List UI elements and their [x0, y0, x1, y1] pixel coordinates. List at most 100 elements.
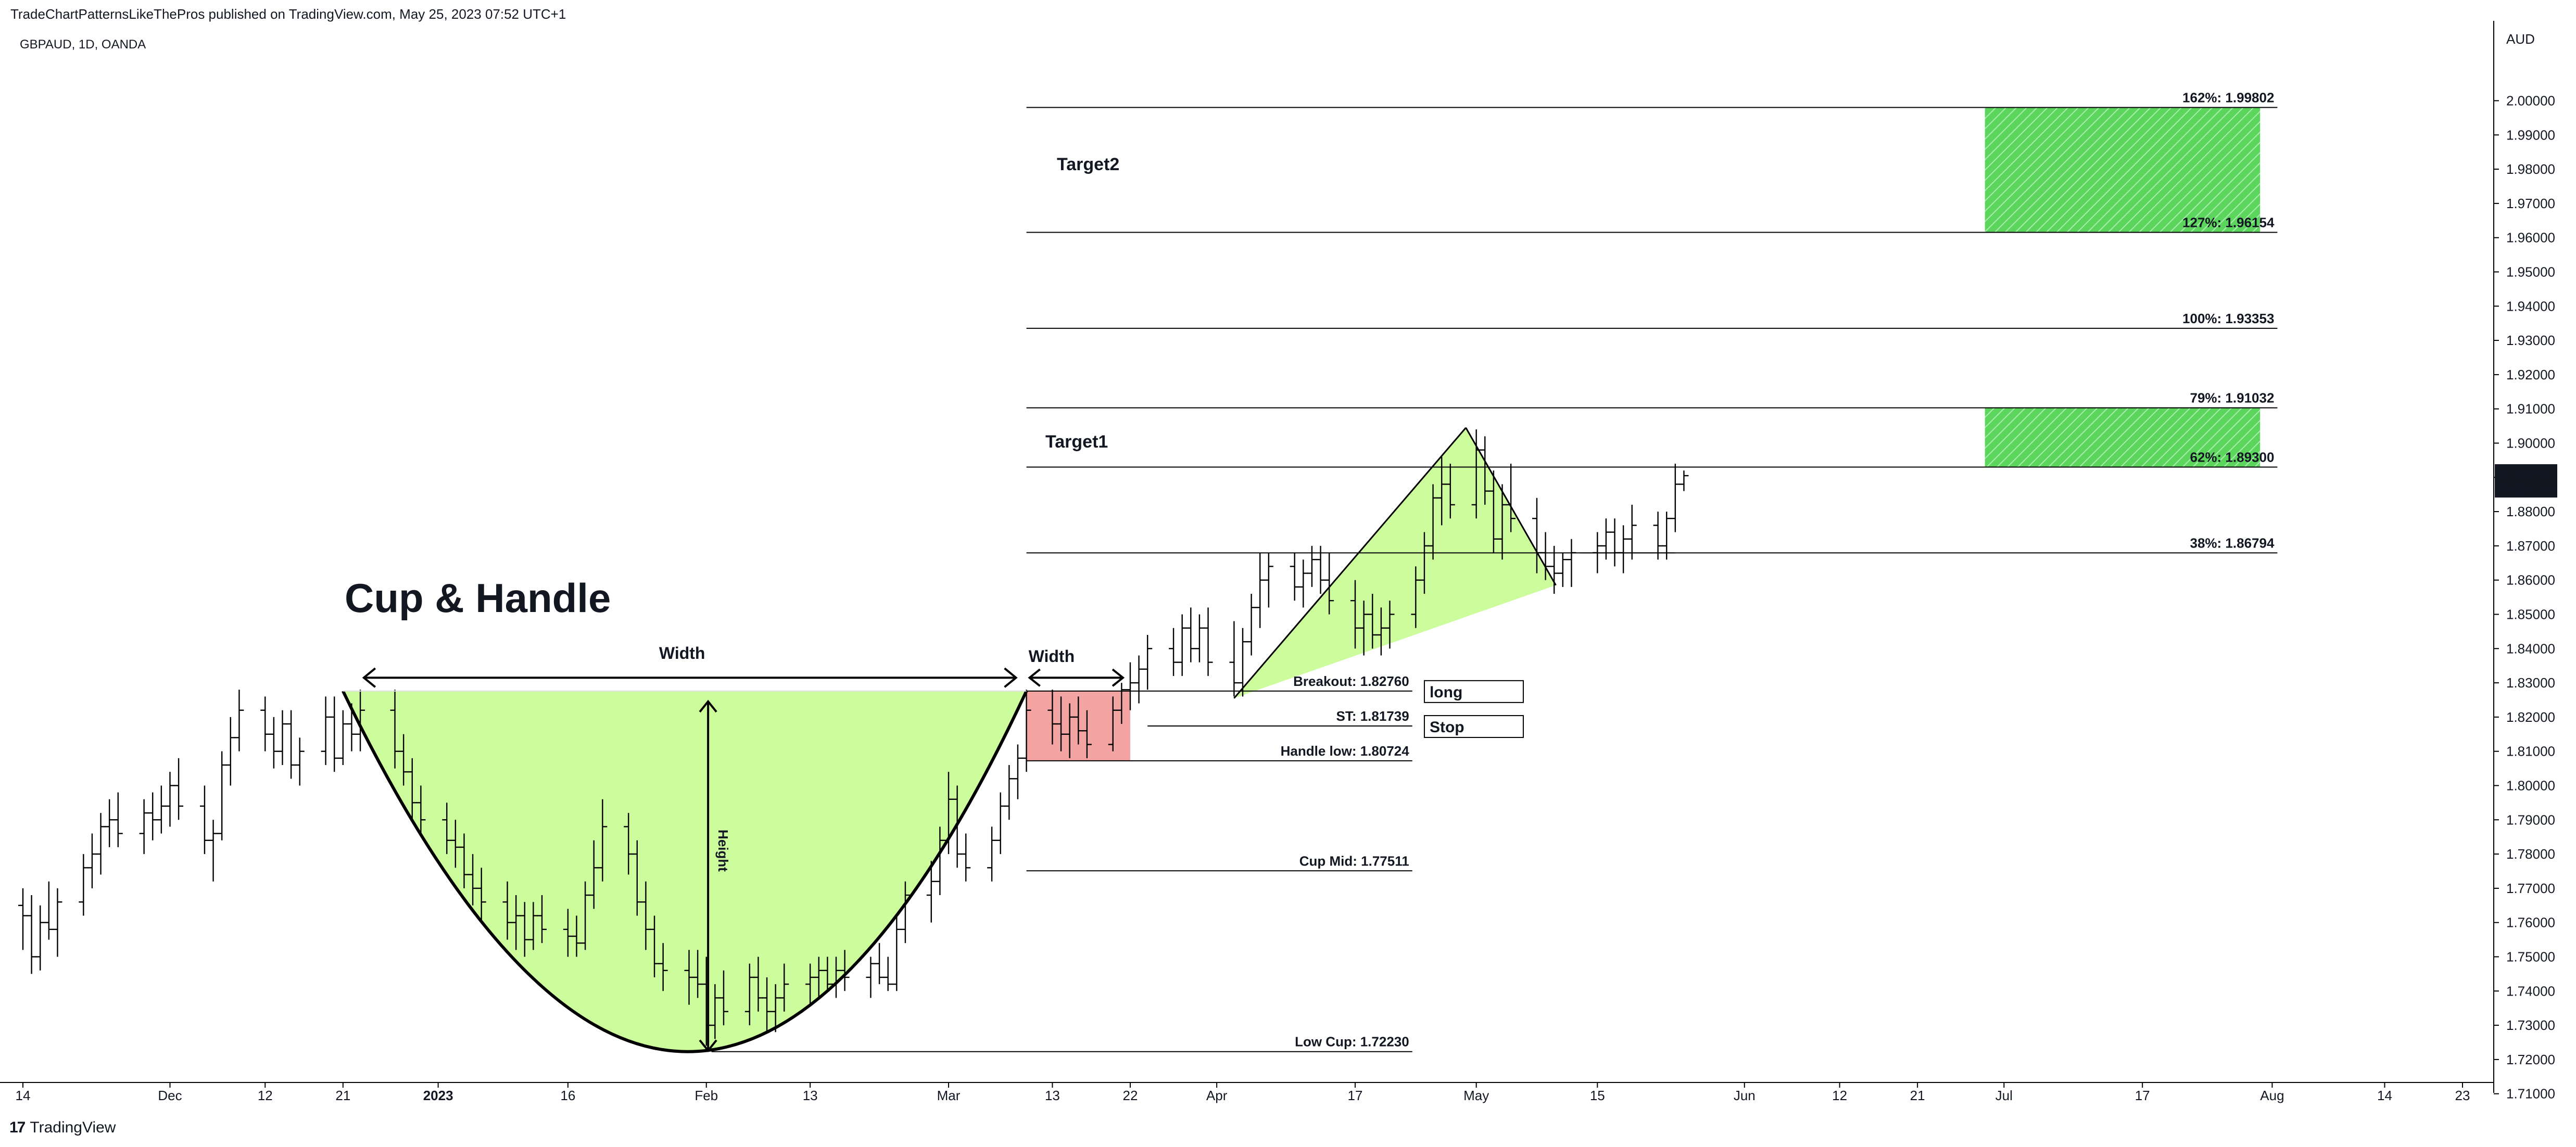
level-label: Low Cup: 1.72230: [1295, 1034, 1409, 1050]
ohlc-bar: [1445, 463, 1455, 519]
ohlc-bar: [1567, 539, 1576, 587]
ohlc-bar: [840, 950, 850, 991]
ohlc-bar: [1246, 594, 1256, 656]
ohlc-bar: [1601, 518, 1611, 560]
time-tick-label: Feb: [694, 1088, 718, 1103]
ohlc-bar: [225, 717, 235, 786]
ohlc-bar: [995, 792, 1005, 855]
ohlc-bar: [1549, 545, 1559, 594]
price-tick-label: 1.98000: [2506, 161, 2555, 177]
ohlc-bar: [330, 696, 339, 772]
symbol-legend: GBPAUD, 1D, OANDA: [20, 37, 146, 52]
time-tick-label: 2023: [423, 1088, 453, 1103]
price-tick-label: 2.00000: [2506, 93, 2555, 108]
ohlc-bar: [987, 826, 997, 882]
level-label: 38%: 1.86794: [2190, 535, 2275, 551]
time-tick-label: 22: [1123, 1088, 1138, 1103]
ohlc-bar: [520, 902, 529, 957]
ohlc-bar: [624, 813, 634, 875]
ohlc-bar: [356, 690, 365, 751]
ohlc-bar: [18, 888, 28, 950]
price-axis[interactable]: AUD 2.00000 1.99000 1.98000 1.97000 1.96000 1.…: [2493, 21, 2557, 1102]
price-tick-label: 1.85000: [2506, 606, 2555, 622]
ohlc-bar: [199, 785, 209, 855]
ohlc-bar: [459, 833, 469, 888]
price-tick-label: 1.92000: [2506, 367, 2555, 383]
target2-label: Target2: [1057, 155, 1119, 174]
stop-label: Stop: [1430, 719, 1464, 736]
time-axis[interactable]: 14 Dec 12 21 2023 16 Feb 13 Mar 13 22 Apr 17 May 15 Jun…: [0, 1082, 2494, 1103]
time-tick-label: Dec: [158, 1088, 182, 1103]
ohlc-bar: [710, 984, 720, 1039]
annotations: Cup & Handle Width Width Height Target2 Targe…: [345, 155, 1524, 1052]
level-label: Breakout: 1.82760: [1293, 673, 1409, 689]
ohlc-bar: [1653, 512, 1663, 560]
ohlc-bar: [1134, 655, 1144, 704]
price-tick-label: 1.80000: [2506, 778, 2555, 793]
ohlc-bar: [156, 785, 166, 834]
ohlc-bar: [338, 710, 348, 765]
cup-fill: [343, 691, 1027, 1052]
ohlc-bar: [1385, 601, 1395, 649]
price-tick-label: 1.73000: [2506, 1017, 2555, 1033]
tradingview-logo[interactable]: 17 TradingView: [9, 1119, 116, 1137]
ohlc-bar: [1376, 607, 1386, 656]
time-tick-label: 16: [560, 1088, 575, 1103]
ohlc-bar: [1488, 470, 1498, 553]
ohlc-bar: [580, 881, 590, 950]
ohlc-bar: [1610, 518, 1620, 567]
price-tick-label: 1.76000: [2506, 915, 2555, 931]
ohlc-bar: [883, 957, 893, 991]
target2-box: [1985, 107, 2261, 233]
stop-box: [1423, 715, 1524, 738]
ohlc-bar: [1662, 512, 1672, 560]
ohlc-bar: [823, 957, 832, 991]
time-tick-label: 15: [1590, 1088, 1605, 1103]
ohlc-bar: [1229, 621, 1239, 697]
bar-countdown: 14:07:24: [2500, 481, 2553, 496]
time-tick-label: Jul: [1996, 1088, 2013, 1103]
price-tick-label: 1.77000: [2506, 881, 2555, 896]
price-tick-label: 1.95000: [2506, 264, 2555, 279]
ohlc-bar: [1619, 525, 1628, 574]
price-tick-label: 1.88000: [2506, 504, 2555, 519]
ohlc-bar: [105, 799, 115, 847]
price-tick-label: 1.87000: [2506, 538, 2555, 554]
ohlc-bar: [926, 861, 936, 923]
ohlc-bars: [18, 429, 1689, 1046]
price-tick-label: 1.94000: [2506, 298, 2555, 314]
ohlc-bar: [165, 772, 175, 827]
price-tick-label: 1.99000: [2506, 127, 2555, 143]
price-tick-label: 1.81000: [2506, 744, 2555, 759]
ohlc-bar: [753, 957, 763, 1012]
ohlc-bar: [1013, 744, 1022, 799]
price-tick-label: 1.91000: [2506, 401, 2555, 417]
time-tick-label: 21: [335, 1088, 350, 1103]
ohlc-bar: [1428, 484, 1438, 560]
ohlc-bar: [390, 690, 400, 769]
ohlc-bar: [875, 943, 885, 985]
ohlc-bar: [1082, 710, 1092, 758]
published-by-text: TradeChartPatternsLikeThePros published …: [10, 6, 566, 22]
price-tick-label: 1.82000: [2506, 709, 2555, 725]
long-label: long: [1430, 684, 1462, 701]
time-tick-label: Mar: [937, 1088, 961, 1103]
handle-width-left-head: [1028, 668, 1041, 687]
tradingview-mark-icon: 17: [9, 1119, 26, 1136]
ohlc-bar: [1125, 662, 1135, 710]
wedge-upper-line: [1233, 427, 1467, 699]
height-arrow-bottom-head: [699, 1039, 717, 1052]
ohlc-bar: [632, 840, 642, 916]
ohlc-bar: [1203, 607, 1213, 676]
ohlc-bar: [35, 905, 45, 971]
ohlc-bar: [217, 751, 227, 840]
time-tick-label: 21: [1910, 1088, 1925, 1103]
time-tick-label: 23: [2455, 1088, 2470, 1103]
ohlc-bar: [148, 792, 158, 840]
time-tick-label: 14: [16, 1088, 31, 1103]
time-tick-label: 12: [1832, 1088, 1847, 1103]
ohlc-bar: [892, 915, 902, 991]
handle-width-right-head: [1112, 668, 1125, 687]
ohlc-bar: [598, 799, 608, 882]
